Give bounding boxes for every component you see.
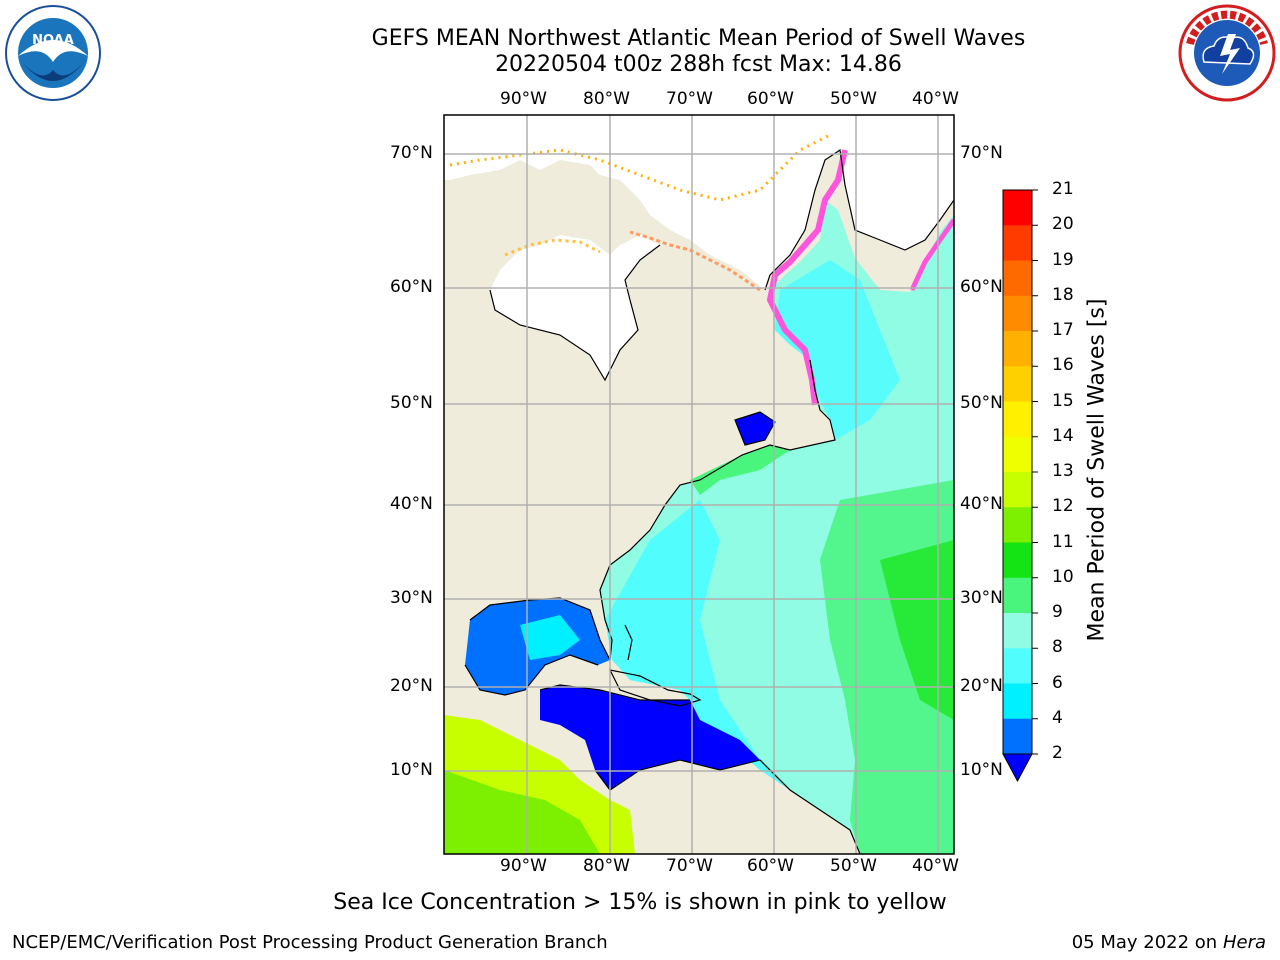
map-panel [444,115,954,854]
coastal-green-band [690,445,790,495]
lat-label-left-70n: 70°N [390,143,433,163]
lat-label-left-60n: 60°N [390,277,433,297]
footer-host: Hera [1222,932,1266,953]
colorbar-segment [1003,507,1032,543]
colorbar-segment [1003,648,1032,684]
colorbar-tick-label: 10 [1052,566,1074,587]
colorbar-tick-label: 14 [1052,425,1074,446]
lat-label-left-40n: 40°N [390,494,433,514]
colorbar-tick-label: 19 [1052,249,1074,270]
colorbar-tick-label: 20 [1052,214,1074,235]
chart-title: GEFS MEAN Northwest Atlantic Mean Period… [0,26,1280,78]
title-line-2: 20220504 t00z 288h fcst Max: 14.86 [495,52,902,77]
pacific-green-field [444,770,600,854]
colorbar-tick-label: 21 [1052,179,1074,199]
sea-ice-greenland [766,149,848,406]
green-swell-core [880,540,954,720]
lat-label-right-20n: 20°N [960,676,1003,696]
colorbar-tick-label: 4 [1052,707,1063,728]
footer-date: 05 May 2022 on [1071,932,1218,953]
nws-logo [1178,4,1276,102]
colorbar-segment [1003,683,1032,720]
colorbar-segment [1003,401,1032,438]
lat-label-right-70n: 70°N [960,143,1003,163]
noaa-logo: NOAA [5,5,101,101]
cyan-swell-band [605,500,790,790]
colorbar-segment [1003,542,1032,579]
colorbar-segment [1003,613,1032,649]
sea-ice-arctic [449,133,831,202]
colorbar-tick-label: 2 [1052,743,1063,763]
colorbar-segment [1003,295,1032,332]
lat-label-right-50n: 50°N [960,393,1003,413]
colorbar-segment [1003,436,1032,473]
colorbar-segment [1003,190,1032,226]
hudson-bay-region [490,235,660,380]
lat-label-left-20n: 20°N [390,676,433,696]
footer-date-host: 05 May 2022 on Hera [1072,932,1266,953]
lat-label-left-50n: 50°N [390,393,433,413]
lat-label-right-10n: 10°N [960,760,1003,780]
lon-label-top-90w: 90°W [500,89,547,109]
lat-label-left-10n: 10°N [390,760,433,780]
lon-label-top-80w: 80°W [583,89,630,109]
lat-label-left-30n: 30°N [390,588,433,608]
lon-label-top-40w: 40°W [912,89,959,109]
colorbar-under-triangle [1002,753,1033,783]
colorbar-tick-label: 9 [1052,602,1063,622]
map-frame [443,114,955,855]
lon-label-bottom-90w: 90°W [500,856,547,876]
colorbar-tick-label: 11 [1052,531,1074,552]
lon-label-bottom-50w: 50°W [830,856,877,876]
colorbar-tick-label: 18 [1052,284,1074,305]
colorbar-segment [1003,225,1032,261]
lon-label-bottom-60w: 60°W [747,856,794,876]
colorbar-segment [1003,260,1032,297]
lon-label-top-70w: 70°W [666,89,713,109]
colorbar-tick-label: 13 [1052,461,1074,481]
lat-label-right-40n: 40°N [960,494,1003,514]
graticule [444,115,954,854]
sea-ice-caption: Sea Ice Concentration > 15% is shown in … [333,890,947,915]
colorbar-tick-label: 8 [1052,637,1063,658]
colorbar-label-text: Mean Period of Swell Waves [s] [1084,298,1110,642]
lat-label-right-60n: 60°N [960,277,1003,297]
colorbar-tick-label: 6 [1052,672,1063,693]
north-cyan-swell [775,260,900,440]
colorbar-segment [1003,366,1032,402]
colorbar-segment [1003,718,1032,755]
lon-label-top-50w: 50°W [830,89,877,109]
sea-ice-east-greenland [909,218,954,292]
colorbar-tick-label: 16 [1052,355,1074,376]
lat-label-right-30n: 30°N [960,588,1003,608]
caribbean-field [540,685,760,790]
lon-label-bottom-80w: 80°W [583,856,630,876]
sea-ice-hudson [504,238,601,257]
footer-branch: NCEP/EMC/Verification Post Processing Pr… [12,932,608,953]
noaa-logo-text: NOAA [32,33,74,48]
colorbar-tick-label: 17 [1052,320,1074,340]
gulf-center-field [520,615,580,660]
lon-label-top-60w: 60°W [747,89,794,109]
colorbar-segment [1003,331,1032,367]
colorbar [1002,189,1038,783]
colorbar-segment [1003,577,1032,614]
lon-label-bottom-40w: 40°W [912,856,959,876]
st-lawrence-field [735,412,775,445]
sea-ice-labrador [629,230,761,292]
lon-label-bottom-70w: 70°W [666,856,713,876]
colorbar-tick-label: 15 [1052,390,1074,411]
colorbar-segment [1003,472,1032,508]
colorbar-tick-label: 12 [1052,496,1074,517]
title-line-1: GEFS MEAN Northwest Atlantic Mean Period… [371,26,1026,51]
